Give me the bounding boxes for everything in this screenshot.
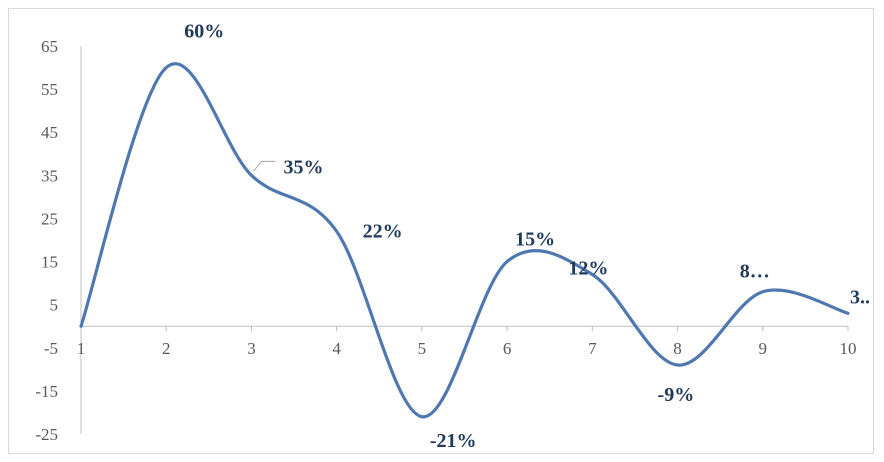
data-label: 60% <box>184 21 224 43</box>
data-label: 12% <box>568 257 608 279</box>
y-tick-label: 5 <box>50 296 59 315</box>
series-line <box>79 62 850 419</box>
y-axis-ticks: 65 55 45 35 25 15 5 -5 -15 -25 <box>35 37 58 444</box>
x-axis-ticks: 1 2 3 4 5 6 7 8 9 10 <box>77 326 857 358</box>
x-tick-label: 10 <box>840 339 857 358</box>
x-tick-label: 2 <box>162 339 171 358</box>
x-tick-label: 6 <box>503 339 512 358</box>
data-labels: 60% 35% 22% -21% 15% 12% -9% 8… 3.. <box>184 21 870 452</box>
data-label: -21% <box>430 430 477 452</box>
chart-frame <box>8 8 874 454</box>
x-tick-label: 7 <box>588 339 597 358</box>
x-tick-label: 8 <box>673 339 682 358</box>
leader-line <box>253 160 276 172</box>
x-tick-label: 1 <box>77 339 86 358</box>
y-tick-label: 35 <box>41 166 58 185</box>
y-tick-label: -5 <box>44 339 58 358</box>
y-tick-label: 15 <box>41 253 58 272</box>
data-label: 3.. <box>850 286 870 308</box>
y-tick-label: 25 <box>41 209 58 228</box>
x-tick-label: 4 <box>332 339 341 358</box>
label-leader-lines <box>253 160 276 172</box>
data-label: -9% <box>658 384 695 406</box>
data-label: 8… <box>740 261 770 283</box>
y-tick-label: 65 <box>41 37 58 56</box>
data-label: 15% <box>515 229 555 251</box>
data-label: 35% <box>283 156 323 178</box>
y-tick-label: -15 <box>35 382 58 401</box>
y-tick-label: 55 <box>41 80 58 99</box>
data-label: 22% <box>363 220 403 242</box>
y-tick-label: 45 <box>41 123 58 142</box>
x-tick-label: 3 <box>247 339 256 358</box>
x-tick-label: 5 <box>418 339 427 358</box>
x-tick-label: 9 <box>759 339 768 358</box>
y-tick-label: -25 <box>35 425 58 444</box>
